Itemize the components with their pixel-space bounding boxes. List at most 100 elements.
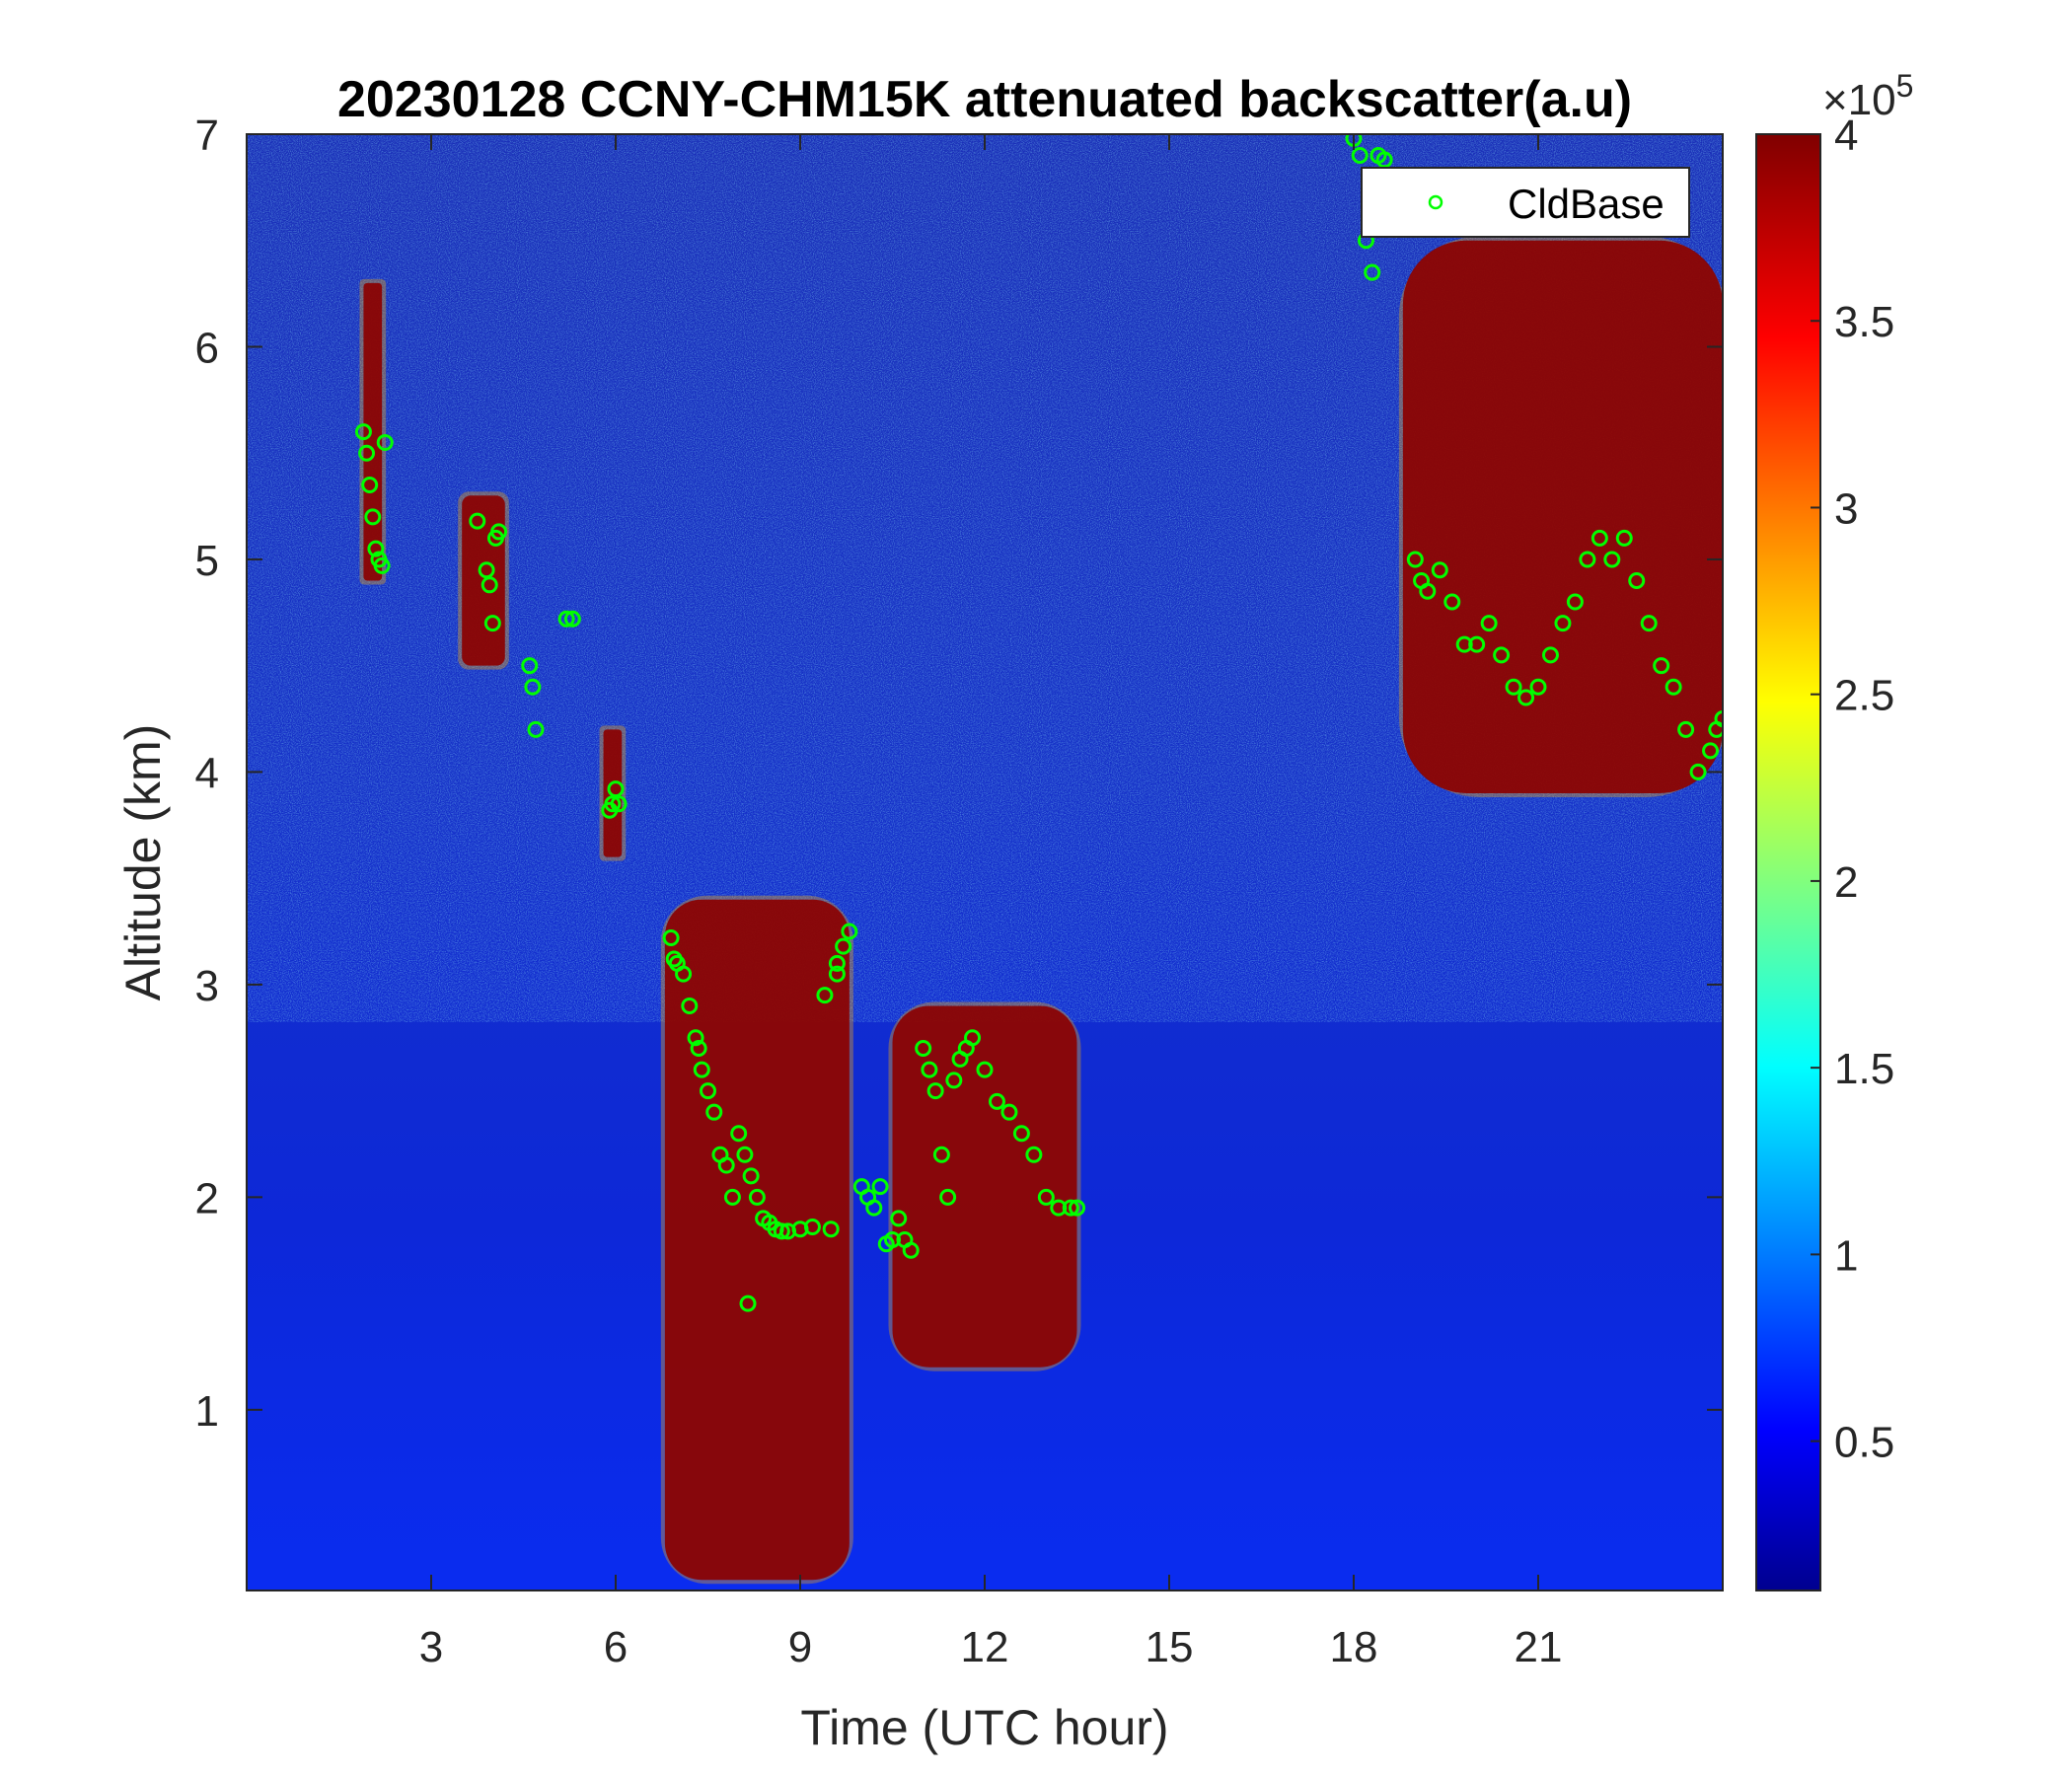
cldbase-point (717, 1156, 735, 1174)
x-axis: 3 6 9 12 15 18 21 (419, 134, 1563, 1671)
cldbase-point (563, 610, 581, 628)
cldbase-point (610, 795, 628, 813)
cldbase-point (1443, 593, 1461, 611)
cldbase-point (1689, 763, 1707, 780)
cldbase-point (1351, 147, 1369, 165)
cldbase-point (828, 965, 846, 983)
cldbase-point (1364, 263, 1381, 281)
cldbase-point (1480, 615, 1498, 632)
cldbase-point (1406, 551, 1424, 568)
colorbar-tick-label: 4 (1834, 111, 1858, 160)
cldbase-point (926, 1082, 944, 1100)
cldbase-point (1566, 593, 1584, 611)
colorbar-tick-label: 0.5 (1834, 1419, 1894, 1467)
cldbase-point (1050, 1199, 1068, 1217)
colorbar-tick-label: 1 (1834, 1231, 1858, 1280)
cldbase-point (1431, 561, 1448, 579)
cldbase-point (828, 954, 846, 972)
cldbase-point (1000, 1103, 1018, 1121)
cldbase-point (865, 1199, 883, 1217)
cldbase-point (1468, 635, 1486, 653)
cldbase-point (1419, 582, 1437, 600)
chart-title: 20230128 CCNY-CHM15K attenuated backscat… (337, 71, 1632, 128)
cldbase-point (481, 576, 498, 594)
cldbase-point (1714, 710, 1723, 728)
cldbase-point (736, 1146, 754, 1163)
colorbar-gradient (1755, 133, 1821, 1591)
x-tick-label: 6 (604, 1623, 628, 1671)
cldbase-point (681, 997, 699, 1014)
cldbase-markers (354, 134, 1723, 1312)
cldbase-point (890, 1210, 908, 1227)
cldbase-point (1603, 551, 1621, 568)
colorbar-tick-label: 1.5 (1834, 1045, 1894, 1093)
cldbase-point (773, 1222, 790, 1240)
y-tick-label: 2 (195, 1174, 219, 1222)
cldbase-point (945, 1072, 963, 1089)
cldbase-point (700, 1082, 716, 1100)
cldbase-point (932, 1146, 950, 1163)
cldbase-point (478, 561, 495, 579)
colorbar-tick-label: 2.5 (1834, 672, 1894, 720)
cldbase-point (376, 433, 394, 451)
x-tick-label: 15 (1146, 1623, 1194, 1671)
y-tick-label: 1 (195, 1387, 219, 1436)
cldbase-point (354, 423, 372, 441)
cldbase-point (1493, 646, 1511, 664)
cldbase-point (521, 657, 539, 675)
y-tick-label: 7 (195, 111, 219, 160)
y-axis: 1 2 3 4 5 6 7 (195, 111, 1723, 1436)
cldbase-point (1517, 689, 1535, 706)
cldbase-point (964, 1029, 982, 1047)
cldbase-point (1554, 615, 1572, 632)
cldbase-point (939, 1188, 957, 1206)
legend-label-cldbase: CldBase (1508, 181, 1665, 227)
cldbase-point (1640, 615, 1658, 632)
cldbase-point (1069, 1199, 1085, 1217)
cldbase-point (1529, 678, 1547, 696)
cldbase-point (358, 444, 376, 462)
cldbase-point (816, 987, 834, 1004)
cldbase-point (915, 1040, 932, 1058)
cldbase-point (373, 556, 391, 574)
cldbase-point (822, 1221, 840, 1238)
y-axis-label: Altitude (km) (115, 724, 171, 1001)
cldbase-point (527, 720, 545, 738)
colorbar-tick-label: 3 (1834, 484, 1858, 533)
cldbase-point (1062, 1199, 1079, 1217)
legend-marker (1428, 194, 1443, 210)
cldbase-point (730, 1125, 748, 1143)
cldbase-point (803, 1219, 821, 1236)
cldbase-point (1012, 1125, 1030, 1143)
cldbase-point (367, 540, 385, 557)
y-tick-label: 4 (195, 749, 219, 797)
x-tick-label: 3 (419, 1623, 443, 1671)
x-tick-label: 12 (961, 1623, 1009, 1671)
plot-area (247, 134, 1723, 1591)
cloud-region-cirrus-late (1402, 240, 1723, 793)
cldbase-point (723, 1188, 741, 1206)
colorbar-tick-label: 2 (1834, 858, 1858, 907)
x-tick-label: 9 (788, 1623, 812, 1671)
x-tick-label: 21 (1515, 1623, 1563, 1671)
cldbase-point (675, 965, 693, 983)
cldbase-point (902, 1241, 920, 1259)
cldbase-point (1615, 529, 1633, 547)
y-tick-label: 6 (195, 324, 219, 372)
cldbase-point (557, 610, 575, 628)
cldbase-point (884, 1230, 901, 1248)
cldbase-point (1591, 529, 1608, 547)
legend-box (1361, 167, 1690, 238)
cldbase-point (921, 1061, 938, 1078)
cldbase-point (871, 1178, 889, 1196)
cldbase-point (483, 615, 501, 632)
legend: CldBase (1361, 167, 1690, 238)
cldbase-point (604, 795, 622, 813)
cldbase-point (662, 928, 680, 946)
cldbase-point (1025, 1146, 1043, 1163)
cldbase-point (1702, 742, 1720, 760)
cldbase-point (1455, 635, 1473, 653)
cldbase-point (1541, 646, 1559, 664)
cldbase-point (1653, 657, 1670, 675)
